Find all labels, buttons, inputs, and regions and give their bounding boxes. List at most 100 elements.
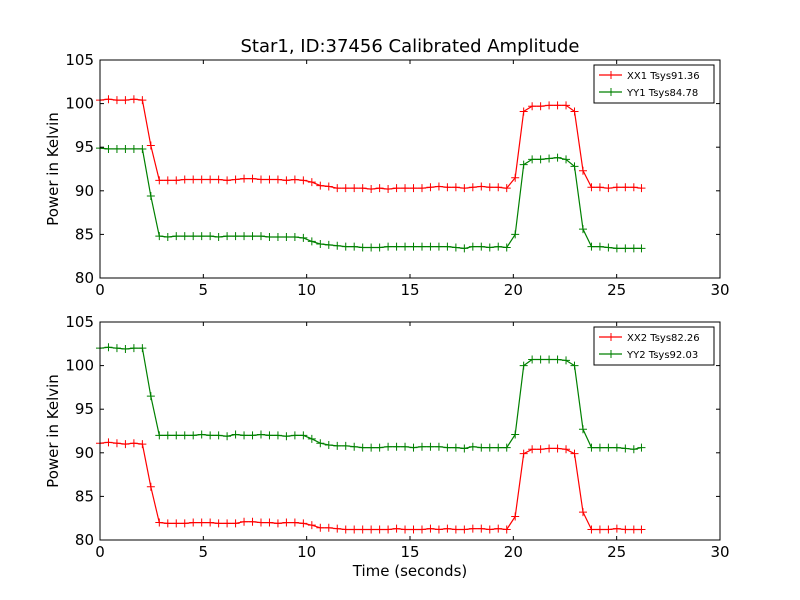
data-point-marker — [146, 392, 155, 401]
data-point-marker — [375, 184, 384, 193]
legend-marker — [607, 88, 615, 96]
data-point-marker — [240, 517, 249, 526]
data-point-marker — [519, 160, 528, 169]
data-point-marker — [384, 442, 393, 451]
data-point-marker — [265, 233, 274, 242]
data-point-marker — [316, 181, 325, 190]
data-point-marker — [350, 525, 359, 534]
data-point-marker — [417, 442, 426, 451]
data-point-marker — [282, 518, 291, 527]
series-line-2 — [99, 346, 642, 450]
data-point-marker — [112, 344, 121, 353]
y-tick-label: 85 — [75, 487, 94, 505]
data-point-marker — [426, 183, 435, 192]
data-point-marker — [578, 225, 587, 234]
data-point-marker — [155, 232, 164, 241]
data-point-marker — [155, 176, 164, 185]
data-point-marker — [367, 185, 376, 194]
data-point-marker — [553, 101, 562, 110]
data-point-marker — [206, 175, 215, 184]
data-point-marker — [502, 525, 511, 534]
data-point-marker — [214, 175, 223, 184]
y-tick-label: 95 — [75, 400, 94, 418]
y-tick-label: 105 — [65, 51, 94, 69]
data-point-marker — [494, 524, 503, 533]
data-point-marker — [392, 242, 401, 251]
data-point-marker — [316, 439, 325, 448]
legend-marker — [607, 333, 615, 341]
data-point-marker — [477, 242, 486, 251]
data-point-marker — [112, 96, 121, 105]
data-point-marker — [562, 356, 571, 365]
data-point-marker — [172, 519, 181, 528]
data-point-marker — [553, 355, 562, 364]
data-point-marker — [502, 243, 511, 252]
data-point-marker — [341, 441, 350, 450]
data-point-marker — [282, 233, 291, 242]
data-point-marker — [180, 519, 189, 528]
x-tick-label: 20 — [504, 281, 523, 299]
data-point-marker — [570, 449, 579, 458]
data-point-marker — [562, 445, 571, 454]
data-point-marker — [401, 184, 410, 193]
data-point-marker — [528, 355, 537, 364]
data-point-marker — [290, 518, 299, 527]
data-point-marker — [367, 243, 376, 252]
data-point-marker — [206, 518, 215, 527]
data-point-marker — [511, 430, 520, 439]
data-point-marker — [341, 184, 350, 193]
data-point-marker — [104, 438, 113, 447]
data-point-marker — [180, 232, 189, 241]
x-tick-label: 20 — [504, 543, 523, 561]
data-point-marker — [604, 443, 613, 452]
y-tick-label: 105 — [65, 313, 94, 331]
data-point-marker — [129, 439, 138, 448]
data-point-marker — [112, 144, 121, 153]
data-point-marker — [401, 242, 410, 251]
data-point-marker — [443, 242, 452, 251]
top-panel: 0 5 10 15 20 25 30 80 85 90 95 100 105 Power in Kelvi… — [44, 51, 730, 299]
data-point-marker — [273, 175, 282, 184]
data-point-marker — [231, 175, 240, 184]
data-point-marker — [231, 430, 240, 439]
data-point-marker — [417, 525, 426, 534]
data-point-marker — [553, 153, 562, 162]
data-point-marker — [562, 101, 571, 110]
data-point-marker — [612, 244, 621, 253]
data-point-marker — [477, 443, 486, 452]
data-point-marker — [121, 440, 130, 449]
data-point-marker — [434, 182, 443, 191]
data-point-marker — [562, 155, 571, 164]
data-point-marker — [604, 184, 613, 193]
data-point-marker — [519, 361, 528, 370]
data-point-marker — [350, 242, 359, 251]
data-point-marker — [409, 525, 418, 534]
y-tick-label: 100 — [65, 357, 94, 375]
data-point-marker — [223, 176, 232, 185]
legend-entry: YY2 Tsys92.03 — [626, 350, 698, 361]
data-point-marker — [197, 175, 206, 184]
data-point-marker — [248, 431, 257, 440]
data-point-marker — [451, 443, 460, 452]
data-point-marker — [256, 430, 265, 439]
data-point-marker — [612, 524, 621, 533]
data-point-marker — [214, 431, 223, 440]
data-point-marker — [494, 242, 503, 251]
data-point-marker — [409, 443, 418, 452]
series-line-1 — [99, 441, 642, 531]
data-point-marker — [578, 508, 587, 517]
data-point-marker — [223, 519, 232, 528]
data-point-marker — [485, 525, 494, 534]
data-point-marker — [121, 144, 130, 153]
legend: XX1 Tsys91.36 YY1 Tsys84.78 — [593, 64, 715, 104]
data-point-marker — [587, 443, 596, 452]
data-point-marker — [401, 442, 410, 451]
data-point-marker — [214, 233, 223, 242]
data-point-marker — [146, 482, 155, 491]
data-point-marker — [511, 230, 520, 239]
x-tick-label: 30 — [710, 281, 729, 299]
data-point-marker — [358, 184, 367, 193]
y-tick-label: 80 — [75, 269, 94, 287]
data-point-marker — [180, 431, 189, 440]
series-line-2 — [99, 147, 642, 250]
